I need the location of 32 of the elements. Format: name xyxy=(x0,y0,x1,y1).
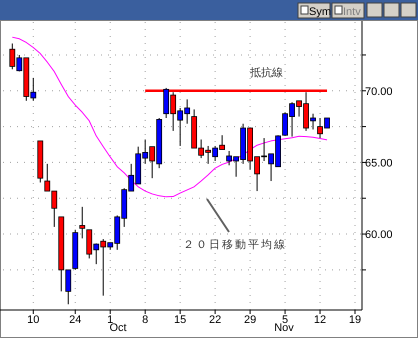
candlestick xyxy=(9,42,16,70)
annotation: ２０日移動平均線 xyxy=(183,239,287,251)
candlestick xyxy=(198,138,204,159)
candlestick xyxy=(128,163,134,192)
candlestick xyxy=(254,156,260,192)
candlestick xyxy=(149,146,156,179)
candlestick xyxy=(51,190,58,228)
candlestick xyxy=(142,138,148,164)
candlestick xyxy=(30,77,36,102)
candlestick xyxy=(16,54,22,72)
candlestick xyxy=(226,150,232,166)
annotation: Oct xyxy=(109,322,127,334)
candlestick xyxy=(289,102,295,138)
annotation: 抵抗線 xyxy=(250,67,283,79)
candlestick xyxy=(219,134,226,150)
candlestick xyxy=(233,156,240,178)
candlestick xyxy=(310,113,316,130)
candlestick xyxy=(100,238,106,296)
candlestick xyxy=(212,145,218,162)
candlestick xyxy=(261,138,267,162)
candlestick xyxy=(296,100,302,118)
candlestick xyxy=(44,163,50,192)
candlestick xyxy=(170,92,176,132)
candlestick xyxy=(79,206,86,239)
candlestick xyxy=(317,118,323,139)
candlestick xyxy=(205,145,212,164)
text: Intv xyxy=(343,6,362,18)
candlestick xyxy=(93,242,100,265)
candlestick xyxy=(184,98,190,124)
candlestick xyxy=(177,107,184,146)
candlestick xyxy=(65,269,72,305)
candlestick xyxy=(268,153,274,182)
